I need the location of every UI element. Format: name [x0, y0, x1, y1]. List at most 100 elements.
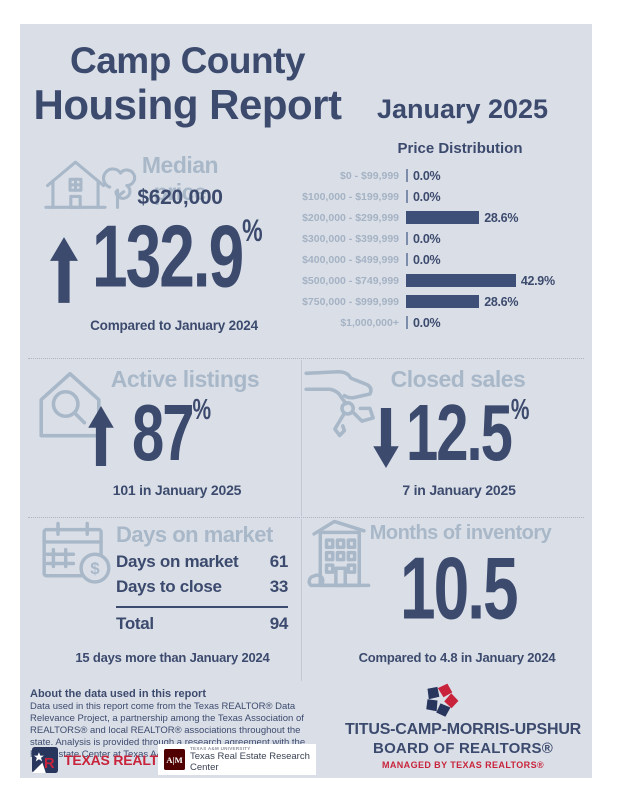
- active-listings-label: Active listings: [110, 366, 260, 392]
- report-title-line2: Housing Report: [33, 81, 342, 128]
- percent-sign: %: [192, 394, 212, 426]
- chart-value-label: 42.9%: [520, 273, 555, 288]
- report-title-line1: Camp County: [70, 40, 306, 81]
- median-price-change: 132.9%: [92, 212, 263, 300]
- chart-category-label: $100,000 - $199,999: [302, 190, 399, 203]
- price-distribution-chart: $0 - $99,999 0.0% $100,000 - $199,999 0.0% $…: [288, 165, 588, 333]
- chart-bar-area: [406, 211, 480, 224]
- chart-zero-tick: [406, 232, 408, 245]
- chart-category-label: $0 - $99,999: [340, 169, 399, 182]
- months-of-inventory-title: Months of inventory: [369, 522, 552, 544]
- chart-value-label: 0.0%: [413, 252, 441, 267]
- closed-sales-change: 12.5%: [406, 388, 530, 479]
- total-row: Total 94: [116, 614, 288, 634]
- tr-mark-icon: R: [32, 747, 58, 773]
- svg-text:A|M: A|M: [166, 755, 183, 765]
- chart-value-label: 0.0%: [413, 189, 441, 204]
- median-price-change-value: 132.9: [92, 206, 244, 306]
- divider-row1: [28, 358, 584, 359]
- price-distribution-title: Price Distribution: [397, 140, 523, 157]
- managed-by-label: MANAGED BY TEXAS REALTORS®: [381, 760, 545, 770]
- up-arrow-icon: [88, 406, 114, 466]
- divider-row2-vertical: [301, 360, 302, 516]
- up-arrow-icon: [50, 237, 78, 303]
- active-listings-note: 101 in January 2025: [112, 482, 242, 498]
- chart-zero-tick: [406, 190, 408, 203]
- chart-bar-area: [406, 169, 408, 182]
- months-of-inventory-value: 10.5: [400, 538, 519, 638]
- board-name-line2: BOARD OF REALTORS®: [373, 740, 553, 757]
- total-label: Total: [116, 614, 154, 633]
- building-icon: [300, 518, 378, 592]
- percent-sign: %: [510, 394, 530, 426]
- divider-row3-vertical: [301, 519, 302, 681]
- tamu-center-name: Texas Real Estate Research Center: [190, 751, 310, 773]
- svg-text:R: R: [44, 756, 55, 772]
- chart-bar-area: [406, 316, 408, 329]
- chart-row: $500,000 - $749,999 42.9%: [288, 270, 588, 291]
- chart-value-label: 28.6%: [484, 210, 519, 225]
- divider-row2: [28, 517, 584, 518]
- days-on-market-row: Days on market 61: [116, 552, 288, 572]
- days-on-market-title: Days on market: [116, 522, 273, 547]
- chart-row: $400,000 - $499,999 0.0%: [288, 249, 588, 270]
- chart-value-label: 0.0%: [413, 168, 441, 183]
- days-on-market-row-value: 61: [269, 552, 289, 571]
- chart-category-label: $400,000 - $499,999: [302, 253, 399, 266]
- months-of-inventory-value-wrap: 10.5: [400, 538, 519, 638]
- chart-row: $300,000 - $399,999 0.0%: [288, 228, 588, 249]
- board-name-line1: TITUS-CAMP-MORRIS-UPSHUR: [344, 721, 582, 738]
- days-on-market-row-label: Days on market: [116, 552, 239, 571]
- tamu-mark-icon: A|M: [164, 749, 185, 770]
- chart-category-label: $200,000 - $299,999: [302, 211, 399, 224]
- chart-row: $0 - $99,999 0.0%: [288, 165, 588, 186]
- closed-sales-note: 7 in January 2025: [402, 482, 516, 498]
- chart-bar: [406, 295, 480, 308]
- tamu-university-label: TEXAS A&M UNIVERSITY: [190, 746, 251, 751]
- total-divider-line: [116, 606, 288, 608]
- median-price-label: Median price: [141, 152, 219, 205]
- chart-category-label: $500,000 - $749,999: [302, 274, 399, 287]
- chart-value-label: 0.0%: [413, 315, 441, 330]
- active-listings-change-value: 87: [132, 388, 194, 479]
- days-to-close-row-label: Days to close: [116, 577, 222, 596]
- chart-bar-area: [406, 253, 408, 266]
- chart-row: $100,000 - $199,999 0.0%: [288, 186, 588, 207]
- days-to-close-row: Days to close 33: [116, 577, 288, 597]
- hand-keys-icon: [303, 362, 389, 442]
- median-price-note: Compared to January 2024: [90, 318, 258, 333]
- chart-bar-area: [406, 232, 408, 245]
- chart-row: $200,000 - $299,999 28.6%: [288, 207, 588, 228]
- chart-category-label: $300,000 - $399,999: [302, 232, 399, 245]
- about-body: Data used in this report come from the T…: [30, 701, 306, 761]
- chart-value-label: 0.0%: [413, 231, 441, 246]
- report-date: January 2025: [376, 94, 549, 124]
- chart-zero-tick: [406, 253, 408, 266]
- closed-sales-label: Closed sales: [390, 366, 526, 392]
- board-star-icon: [422, 680, 460, 718]
- chart-row: $750,000 - $999,999 28.6%: [288, 291, 588, 312]
- percent-sign: %: [242, 212, 263, 248]
- months-of-inventory-note: Compared to 4.8 in January 2024: [358, 650, 556, 665]
- chart-bar-area: [406, 274, 516, 287]
- days-to-close-row-value: 33: [269, 577, 289, 596]
- chart-bar-area: [406, 295, 480, 308]
- down-arrow-icon: [373, 408, 399, 468]
- calendar-dollar-icon: $: [38, 520, 118, 590]
- chart-zero-tick: [406, 169, 408, 182]
- svg-text:$: $: [90, 559, 100, 578]
- tamu-research-center-logo: A|M TEXAS A&M UNIVERSITY Texas Real Esta…: [158, 744, 316, 775]
- chart-row: $1,000,000+ 0.0%: [288, 312, 588, 333]
- chart-category-label: $1,000,000+: [340, 316, 399, 329]
- days-on-market-note: 15 days more than January 2024: [75, 650, 270, 665]
- median-price-value: $620,000: [137, 186, 223, 209]
- chart-zero-tick: [406, 316, 408, 329]
- active-listings-change: 87%: [132, 388, 212, 479]
- about-title: About the data used in this report: [30, 688, 207, 700]
- closed-sales-change-value: 12.5: [406, 388, 513, 479]
- chart-category-label: $750,000 - $999,999: [302, 295, 399, 308]
- house-tree-icon: [42, 156, 137, 212]
- chart-bar: [406, 211, 480, 224]
- chart-value-label: 28.6%: [484, 294, 519, 309]
- total-value: 94: [269, 614, 289, 633]
